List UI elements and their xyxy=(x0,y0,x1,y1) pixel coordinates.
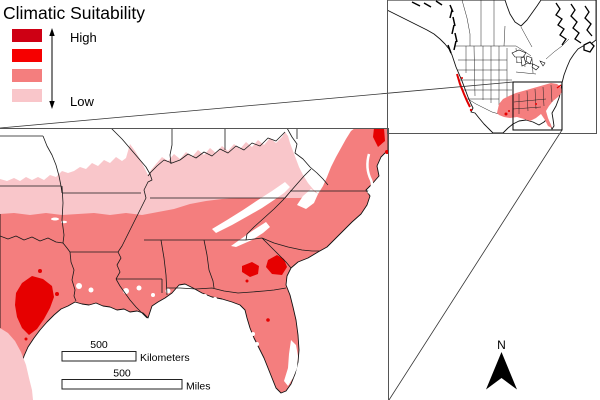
legend-swatch-medium xyxy=(12,69,42,82)
km-scale-value: 500 xyxy=(90,339,108,351)
north-arrow-icon xyxy=(486,352,517,390)
inset-overview-map xyxy=(387,0,597,134)
inset-california-patches xyxy=(456,73,473,112)
mi-scale-unit: Miles xyxy=(186,381,211,393)
legend: Climatic Suitability High Low xyxy=(3,3,145,109)
legend-swatch-highest xyxy=(12,29,42,42)
north-arrow-label: N xyxy=(497,338,506,352)
great-lakes xyxy=(511,49,546,71)
low-suitability-texas xyxy=(0,328,33,400)
unsuitable-coastal-patches xyxy=(76,283,298,386)
pacific-fjord-coast xyxy=(411,0,458,54)
extent-leader-line-bottom xyxy=(388,129,563,400)
high-suitability-patches xyxy=(15,128,388,341)
unsuitable-region-north xyxy=(0,128,355,194)
north-arrow: N xyxy=(486,338,517,390)
legend-swatch-low xyxy=(12,89,42,102)
scale-bars: 500 Kilometers 500 Miles xyxy=(61,339,211,393)
labrador-coast xyxy=(555,2,595,53)
legend-high-label: High xyxy=(70,30,97,45)
km-scale-bar xyxy=(61,351,137,362)
legend-low-label: Low xyxy=(70,94,94,109)
unsuitable-appalachian-streaks xyxy=(51,182,318,247)
legend-swatch-high xyxy=(12,49,42,62)
main-map-frame xyxy=(0,128,389,400)
chesapeake-bay xyxy=(366,153,374,194)
inset-map-frame xyxy=(387,0,597,134)
mi-scale-bar xyxy=(61,379,183,390)
extent-indicator-rectangle xyxy=(512,81,563,131)
km-scale-unit: Kilometers xyxy=(140,352,190,364)
inset-se-state-lines xyxy=(512,84,553,114)
main-map xyxy=(0,128,388,400)
extent-leader-line-top xyxy=(0,81,514,129)
legend-gradient-arrow-icon xyxy=(49,28,55,109)
state-boundaries xyxy=(0,128,370,319)
mi-scale-value: 500 xyxy=(113,368,131,380)
legend-title: Climatic Suitability xyxy=(3,3,145,23)
inset-high-suitability-dots xyxy=(504,84,562,116)
